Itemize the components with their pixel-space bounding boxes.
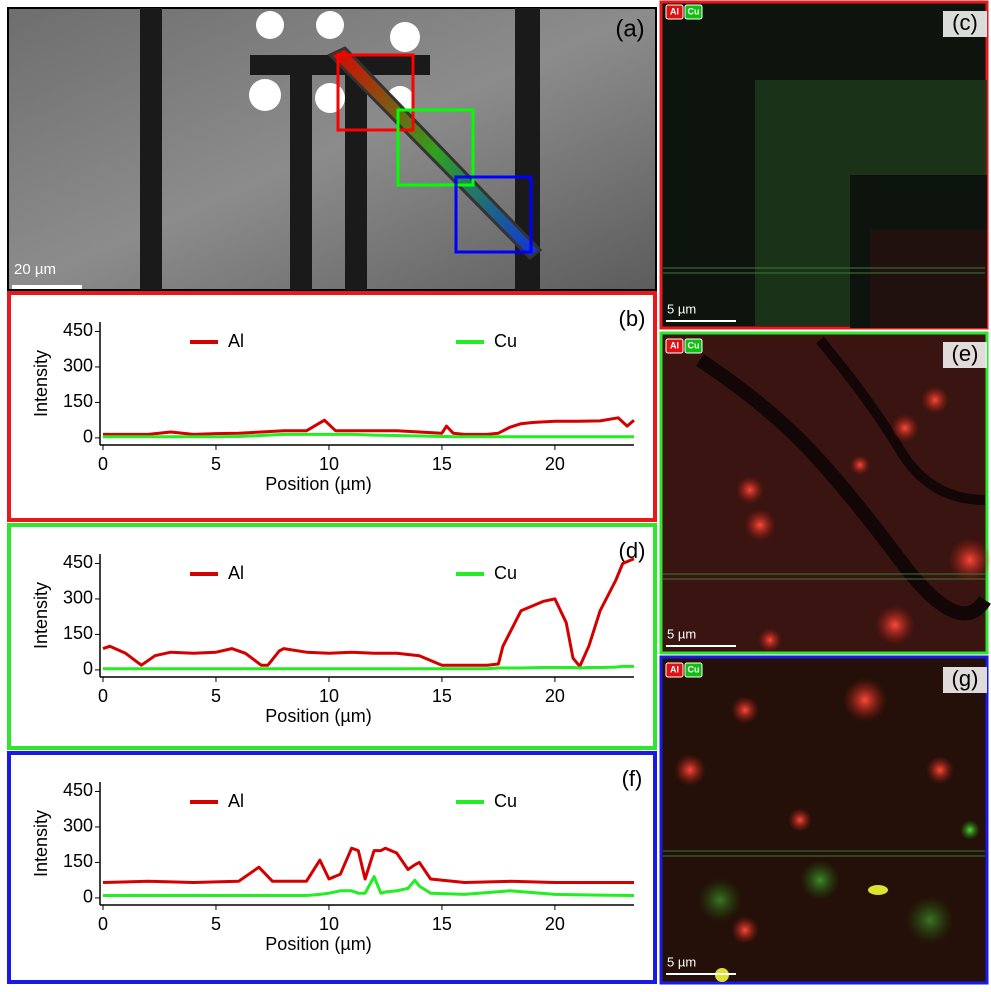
y-tick-label: 0 (83, 887, 93, 907)
badge (684, 338, 703, 354)
panel-label: (c) (952, 10, 978, 35)
y-tick-label: 0 (83, 659, 93, 679)
x-tick-label: 0 (98, 914, 108, 934)
data-line (103, 664, 634, 671)
x-axis-label: Position (µm) (265, 934, 371, 954)
legend-label: Cu (494, 331, 517, 351)
scale-bar-label: 5 µm (667, 301, 696, 316)
y-tick-label: 150 (63, 391, 93, 411)
y-axis-label: Intensity (31, 810, 51, 877)
y-tick-label: 300 (63, 816, 93, 836)
chart-frame (7, 751, 657, 984)
data-line (102, 557, 635, 668)
scale-bar-label: 5 µm (667, 626, 696, 641)
x-tick-label: 5 (211, 686, 221, 706)
panel-label: (a) (615, 15, 644, 42)
legend-label: Al (228, 791, 244, 811)
data-line (103, 416, 635, 436)
chart: 0 150 300 450 0 5 10 15 20 Position (µm) Intensity… (7, 751, 657, 984)
y-tick-label: 150 (63, 851, 93, 871)
x-tick-label: 15 (432, 454, 452, 474)
chart-frame (7, 291, 657, 522)
badge-label: Cu (688, 340, 700, 350)
data-line (103, 432, 634, 439)
badge (665, 338, 684, 354)
eds-map-g (659, 655, 989, 985)
chart: 0 150 300 450 0 5 10 15 20 Position (µm) Intensity… (7, 523, 657, 750)
panel-label: (b) (619, 306, 646, 331)
legend-label: Cu (494, 791, 517, 811)
y-tick-label: 150 (63, 623, 93, 643)
y-axis-label: Intensity (31, 582, 51, 649)
label-backdrop (943, 11, 987, 37)
x-tick-label: 20 (545, 686, 565, 706)
x-tick-label: 5 (211, 454, 221, 474)
y-tick-label: 0 (83, 427, 93, 447)
y-tick-label: 300 (63, 588, 93, 608)
badge-label: Al (670, 6, 679, 16)
badge (665, 662, 684, 678)
y-tick-label: 450 (63, 320, 93, 340)
chart-frame (7, 523, 657, 750)
panel-label: (f) (622, 766, 643, 791)
badge-label: Al (670, 340, 679, 350)
x-tick-label: 15 (432, 686, 452, 706)
x-tick-label: 15 (432, 914, 452, 934)
x-tick-label: 20 (545, 914, 565, 934)
badge (665, 4, 684, 20)
badge-label: Cu (688, 6, 700, 16)
y-tick-label: 450 (63, 780, 93, 800)
badge-label: Cu (688, 664, 700, 674)
x-tick-label: 5 (211, 914, 221, 934)
x-tick-label: 10 (319, 454, 339, 474)
y-tick-label: 450 (63, 552, 93, 572)
data-line (102, 846, 634, 884)
data-line (103, 875, 635, 897)
eds-map-c (659, 0, 989, 330)
eds-map-e (659, 331, 991, 655)
y-axis-label: Intensity (31, 350, 51, 417)
panel-label: (g) (952, 666, 979, 691)
scale-bar-label: 20 µm (14, 261, 56, 278)
badge (684, 4, 703, 20)
scale-bar-label: 5 µm (667, 954, 696, 969)
chart: 0 150 300 450 0 5 10 15 20 Position (µm) Intensity… (7, 291, 657, 522)
legend-label: Cu (494, 563, 517, 583)
x-tick-label: 20 (545, 454, 565, 474)
legend-label: Al (228, 563, 244, 583)
y-tick-label: 300 (63, 356, 93, 376)
panel-label: (e) (952, 341, 979, 366)
legend-label: Al (228, 331, 244, 351)
x-tick-label: 0 (98, 454, 108, 474)
x-tick-label: 0 (98, 686, 108, 706)
x-axis-label: Position (µm) (265, 474, 371, 494)
x-axis-label: Position (µm) (265, 706, 371, 726)
x-tick-label: 10 (319, 686, 339, 706)
sem-image (7, 7, 657, 291)
x-tick-label: 10 (319, 914, 339, 934)
badge (684, 662, 703, 678)
label-backdrop (943, 667, 987, 693)
badge-label: Al (670, 664, 679, 674)
label-backdrop (943, 342, 987, 368)
